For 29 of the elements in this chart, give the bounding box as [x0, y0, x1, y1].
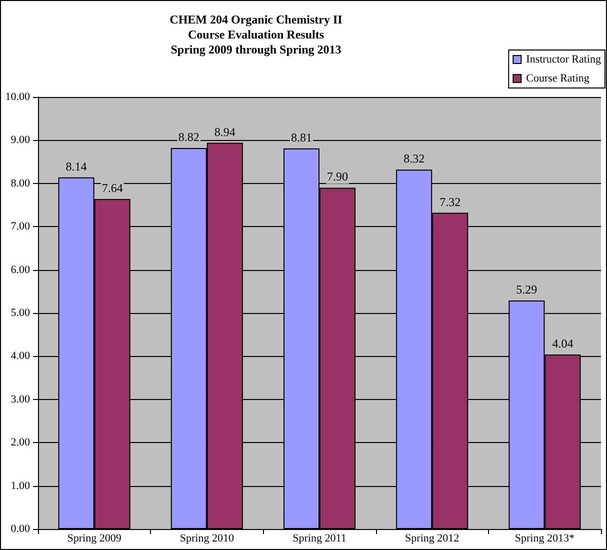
- data-label: 7.32: [440, 194, 461, 209]
- data-label: 7.90: [327, 170, 348, 184]
- x-tick-label: Spring 2011: [292, 532, 346, 544]
- y-tick-label: 4.00: [10, 350, 30, 362]
- y-tick-label: 6.00: [10, 264, 30, 276]
- y-tick-label: 5.00: [10, 307, 30, 319]
- y-tick-label: 3.00: [10, 393, 30, 406]
- data-label: 8.81: [290, 130, 312, 144]
- data-label: 8.94: [214, 124, 236, 139]
- legend-label: Course Rating: [526, 72, 590, 84]
- y-tick-label: 9.00: [10, 134, 30, 146]
- y-tick-label: 0.00: [10, 523, 30, 535]
- data-label: 5.29: [516, 282, 538, 296]
- data-label: 7.64: [102, 180, 123, 195]
- data-label: 8.32: [404, 152, 425, 166]
- y-tick-label: 2.00: [10, 436, 30, 449]
- x-tick-label: Spring 2010: [180, 532, 234, 544]
- y-tick-label: 10.00: [5, 91, 30, 103]
- data-label: 8.14: [66, 159, 87, 174]
- y-tick-label: 1.00: [10, 480, 30, 492]
- data-label: 8.82: [178, 130, 200, 144]
- x-tick-label: Spring 2012: [405, 532, 460, 544]
- y-tick-label: 8.00: [10, 177, 30, 190]
- y-tick-label: 7.00: [10, 220, 30, 233]
- x-tick-label: Spring 2009: [67, 532, 122, 544]
- data-label: 4.04: [552, 336, 574, 350]
- chart-title: CHEM 204 Organic Chemistry II Course Evaluation Results Spring 2009 through Spring 2013: [170, 12, 343, 56]
- legend-label: Instructor Rating: [526, 54, 602, 66]
- x-tick-label: Spring 2013*: [514, 532, 574, 544]
